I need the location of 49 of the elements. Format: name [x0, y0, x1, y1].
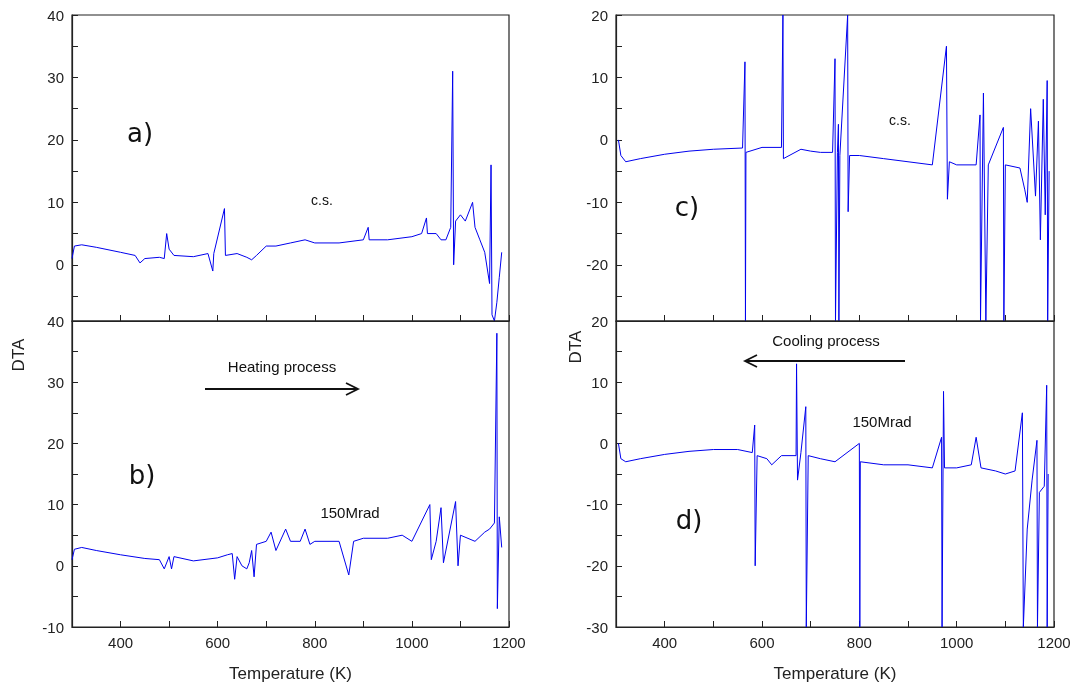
- x-tick-label: 400: [108, 634, 134, 651]
- y-tick-label: -20: [586, 557, 608, 575]
- annotation: c.s.: [889, 112, 911, 128]
- line-series: [71, 332, 503, 610]
- x-tick-label: 800: [846, 634, 872, 651]
- y-tick-label: -10: [586, 193, 608, 211]
- y-axis-title: DTA: [565, 329, 585, 364]
- x-axis-title: Temperature (K): [773, 664, 897, 683]
- y-tick-label: 40: [47, 6, 64, 24]
- y-tick-label: -10: [42, 618, 64, 636]
- y-tick-label: 20: [591, 312, 608, 330]
- y-tick-label: 10: [47, 496, 64, 514]
- x-tick-label: 400: [652, 634, 678, 651]
- y-tick-label: 0: [599, 131, 608, 149]
- y-tick-label: 40: [47, 312, 64, 330]
- annotation: a): [126, 118, 154, 148]
- x-tick-label: 600: [749, 634, 775, 651]
- y-tick-label: 30: [47, 373, 64, 391]
- y-tick-label: -20: [586, 256, 608, 274]
- y-tick-label: -10: [586, 496, 608, 514]
- annotation: b): [128, 460, 156, 490]
- annotation: 150Mrad: [320, 503, 380, 521]
- y-tick-label: 0: [55, 557, 64, 575]
- x-tick-label: 800: [302, 634, 328, 651]
- x-axis-title: Temperature (K): [229, 664, 352, 683]
- y-tick-label: 20: [47, 131, 64, 149]
- annotation: c.s.: [311, 192, 333, 208]
- y-tick-label: 10: [591, 68, 608, 86]
- annotation: 150Mrad: [852, 412, 912, 430]
- y-tick-label: 0: [55, 256, 64, 274]
- x-tick-label: 1200: [1037, 634, 1071, 651]
- annotation: Heating process: [227, 357, 337, 375]
- x-tick-label: 600: [205, 634, 231, 651]
- line-series: [617, 363, 1049, 628]
- x-tick-label: 1200: [492, 634, 526, 651]
- y-tick-label: 20: [591, 6, 608, 24]
- y-tick-label: -30: [586, 618, 608, 636]
- annotation: d): [675, 505, 703, 535]
- y-tick-label: 10: [591, 373, 608, 391]
- y-tick-label: 0: [599, 434, 608, 452]
- y-tick-label: 20: [47, 434, 64, 452]
- x-tick-label: 1000: [395, 634, 429, 651]
- annotation: c): [674, 192, 700, 222]
- y-tick-label: 10: [47, 193, 64, 211]
- annotation: Cooling process: [772, 331, 880, 349]
- y-axis-title: DTA: [8, 337, 28, 372]
- x-tick-label: 1000: [939, 634, 974, 651]
- y-tick-label: 30: [47, 68, 64, 86]
- line-series: [71, 70, 503, 322]
